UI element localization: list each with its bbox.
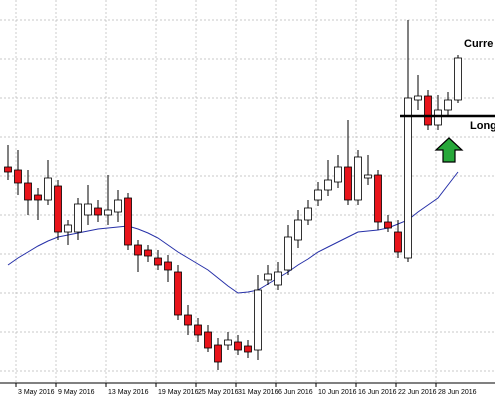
candle-body (34, 194, 42, 201)
candle-body (454, 57, 462, 101)
candle-body (114, 199, 122, 213)
candle-body (414, 95, 422, 101)
candle-body (14, 169, 22, 184)
candle-body (164, 261, 172, 271)
candle-body (294, 219, 302, 241)
candle-body (334, 166, 342, 183)
candle-body (304, 207, 312, 221)
moving-average (7, 171, 459, 294)
candle-body (354, 156, 362, 201)
arrow-up (434, 137, 464, 163)
x-tick-label: 22 Jun 2016 (398, 389, 437, 396)
candle-body (224, 339, 232, 346)
candle-body (394, 231, 402, 253)
x-tick-label: 6 Jun 2016 (278, 389, 313, 396)
candle-body (444, 99, 452, 111)
candle-body (134, 244, 142, 256)
candle-body (324, 179, 332, 191)
candle-body (264, 273, 272, 281)
candle-body (234, 341, 242, 351)
x-tick-label: 3 May 2016 (18, 389, 55, 396)
candle-body (184, 314, 192, 326)
candle-body (74, 203, 82, 233)
candle-body (404, 97, 412, 259)
candle-body (284, 236, 292, 271)
candle-body (64, 224, 72, 233)
candle-body (434, 109, 442, 126)
candle-body (424, 95, 432, 126)
candle-body (344, 166, 352, 201)
candle-body (384, 221, 392, 229)
candle-body (4, 166, 12, 173)
annotation: Long (470, 120, 495, 132)
x-tick-label: 13 May 2016 (108, 389, 149, 396)
candle-body (154, 257, 162, 266)
candle-body (44, 177, 52, 201)
x-tick-label: 31 May 2016 (238, 389, 279, 396)
x-tick-label: 19 May 2016 (158, 389, 199, 396)
candle-body (254, 289, 262, 351)
candle-body (124, 197, 132, 246)
candle-body (94, 207, 102, 216)
x-tick-label: 10 Jun 2016 (318, 389, 357, 396)
candle-body (174, 271, 182, 316)
candle-body (54, 185, 62, 233)
candle-body (84, 203, 92, 216)
annotation: Curre (464, 38, 493, 50)
grid (0, 0, 495, 383)
x-tick-label: 28 Jun 2016 (438, 389, 477, 396)
candle-body (214, 344, 222, 363)
plot (4, 20, 495, 370)
candle-body (364, 174, 372, 179)
x-tick-label: 9 May 2016 (58, 389, 95, 396)
x-tick-label: 25 May 2016 (198, 389, 239, 396)
x-tick-label: 16 Jun 2016 (358, 389, 397, 396)
candle-body (274, 271, 282, 286)
candle-body (374, 174, 382, 223)
candle-body (104, 209, 112, 216)
candle-body (194, 324, 202, 336)
candle-body (204, 331, 212, 349)
candle-body (144, 249, 152, 257)
candle-body (314, 189, 322, 201)
candle-body (24, 182, 32, 201)
candle-body (244, 345, 252, 353)
